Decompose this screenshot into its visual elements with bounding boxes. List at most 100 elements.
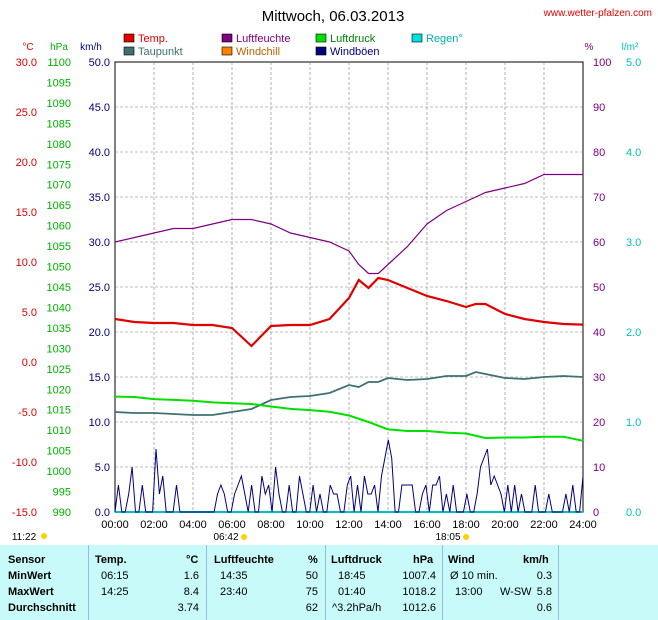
lm2-tick-label: 4.0 <box>626 147 641 159</box>
celsius-tick-label: -15.0 <box>12 507 37 519</box>
row-label-avg: Durchschnitt <box>8 602 76 614</box>
header-wind-unit: km/h <box>523 554 549 566</box>
col-divider <box>206 545 207 620</box>
legend-swatch-windchill <box>221 46 233 56</box>
hpa-tick-label: 1015 <box>47 405 71 417</box>
hpa-unit: hPa <box>50 42 68 53</box>
percent-tick-label: 30 <box>593 372 605 384</box>
hpa-tick-label: 1070 <box>47 180 71 192</box>
celsius-tick-label: 0.0 <box>22 357 37 369</box>
legend-swatch-temp <box>123 33 135 43</box>
min-press-time: 18:45 <box>338 570 366 582</box>
kmh-tick-label: 40.0 <box>89 147 110 159</box>
legend-swatch-humidity <box>221 33 233 43</box>
x-tick-label: 10:00 <box>296 519 324 531</box>
min-temp-value: 1.6 <box>183 570 199 582</box>
hpa-tick-label: 1040 <box>47 302 71 314</box>
axis-units: °C hPa km/h % l/m² <box>22 42 639 53</box>
percent-unit: % <box>585 42 594 53</box>
kmh-tick-label: 45.0 <box>89 102 110 114</box>
celsius-tick-label: 30.0 <box>16 57 37 69</box>
hpa-tick-label: 1050 <box>47 262 71 274</box>
avg-hum-value: 62 <box>305 602 318 614</box>
row-label-max: MaxWert <box>8 586 54 598</box>
hpa-tick-label: 1075 <box>47 159 71 171</box>
percent-tick-label: 100 <box>593 57 611 69</box>
min-temp-time: 06:15 <box>101 570 129 582</box>
sun-markers: 11:22 06:42 18:05 <box>12 532 469 543</box>
legend-label-humidity: Luftfeuchte <box>236 33 290 45</box>
kmh-tick-label: 35.0 <box>89 192 110 204</box>
x-tick-label: 02:00 <box>140 519 168 531</box>
kmh-tick-label: 20.0 <box>89 327 110 339</box>
legend-swatch-pressure <box>315 33 327 43</box>
percent-tick-label: 20 <box>593 417 605 429</box>
header-sensor: Sensor <box>8 554 46 566</box>
lm2-tick-label: 0.0 <box>626 507 641 519</box>
hpa-tick-label: 1030 <box>47 343 71 355</box>
x-tick-label: 22:00 <box>530 519 558 531</box>
lm2-tick-label: 3.0 <box>626 237 641 249</box>
header-pressure-unit: hPa <box>413 554 434 566</box>
celsius-tick-label: 5.0 <box>22 307 37 319</box>
line-series <box>114 173 584 442</box>
percent-tick-label: 40 <box>593 327 605 339</box>
gust-line <box>114 439 584 513</box>
kmh-tick-label: 15.0 <box>89 372 110 384</box>
site-link[interactable]: www.wetter-pfalzen.com <box>543 8 652 19</box>
min-hum-value: 50 <box>305 570 318 582</box>
hpa-tick-label: 1065 <box>47 200 71 212</box>
hpa-tick-label: 1055 <box>47 241 71 253</box>
x-tick-label: 12:00 <box>335 519 363 531</box>
hpa-tick-label: 1080 <box>47 139 71 151</box>
legend: Temp. Luftfeuchte Luftdruck Regen° Taupunkt W… <box>123 33 463 58</box>
gust-series <box>114 439 584 513</box>
hpa-tick-label: 1060 <box>47 221 71 233</box>
celsius-tick-label: 15.0 <box>16 207 37 219</box>
hpa-tick-label: 1005 <box>47 446 71 458</box>
hpa-tick-label: 1085 <box>47 118 71 130</box>
legend-label-rain: Regen° <box>426 33 463 45</box>
col-divider <box>325 545 326 620</box>
lm2-tick-label: 5.0 <box>626 57 641 69</box>
x-tick-label: 16:00 <box>413 519 441 531</box>
moon-icon <box>41 533 47 539</box>
kmh-tick-label: 30.0 <box>89 237 110 249</box>
x-tick-label: 00:00 <box>101 519 129 531</box>
x-tick-label: 18:00 <box>452 519 480 531</box>
press-trend: ^3.2hPa/h <box>332 602 382 614</box>
chart-title: Mittwoch, 06.03.2013 <box>262 8 405 25</box>
weather-chart: Mittwoch, 06.03.2013 www.wetter-pfalzen.… <box>12 8 652 543</box>
x-axis-tick-labels: 00:00 02:00 04:00 06:00 08:00 10:00 12:00 14:00… <box>101 519 597 531</box>
header-humidity-unit: % <box>308 554 318 566</box>
kmh-unit: km/h <box>80 42 102 53</box>
kmh-tick-label: 50.0 <box>89 57 110 69</box>
hpa-tick-label: 1025 <box>47 364 71 376</box>
lm2-unit: l/m² <box>622 42 639 53</box>
x-tick-label: 20:00 <box>491 519 519 531</box>
avg-press-value: 1012.6 <box>402 602 436 614</box>
sunset-icon <box>463 534 469 540</box>
max-wind-dir: W-SW <box>500 586 532 598</box>
series-line-humidity <box>114 173 583 275</box>
kmh-tick-label: 10.0 <box>89 417 110 429</box>
axis-tick-labels: 30.0 25.0 20.0 15.0 10.0 5.0 0.0 -5.0 -10.0 -15.0… <box>12 57 641 519</box>
series-line-temp <box>114 276 584 348</box>
celsius-tick-label: -10.0 <box>12 457 37 469</box>
sunset-time: 18:05 <box>435 532 460 543</box>
celsius-tick-label: 20.0 <box>16 157 37 169</box>
max-hum-value: 75 <box>305 586 318 598</box>
celsius-tick-label: 10.0 <box>16 257 37 269</box>
legend-label-windchill: Windchill <box>236 46 280 58</box>
col-divider <box>442 545 443 620</box>
percent-tick-label: 0 <box>593 507 599 519</box>
avg-wind-value: 0.6 <box>536 602 552 614</box>
col-divider <box>558 545 559 620</box>
min-wind-value: 0.3 <box>536 570 552 582</box>
lm2-tick-label: 1.0 <box>626 417 641 429</box>
max-press-value: 1018.2 <box>402 586 436 598</box>
percent-tick-label: 70 <box>593 192 605 204</box>
plot-grid <box>114 61 584 513</box>
max-wind-time: 13:00 <box>455 586 483 598</box>
row-label-min: MinWert <box>8 570 52 582</box>
